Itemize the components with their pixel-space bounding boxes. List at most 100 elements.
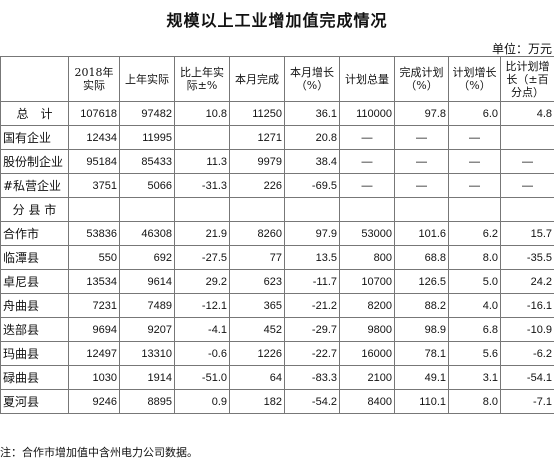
table-cell: 692 (119, 245, 175, 270)
table-cell: 46308 (119, 221, 175, 246)
table-cell: 1226 (229, 341, 285, 366)
table-cell: 12497 (68, 341, 120, 366)
table-cell: 550 (68, 245, 120, 270)
table-cell: 88.2 (394, 293, 449, 318)
table-cell: 95184 (68, 149, 120, 174)
table-cell: -21.2 (284, 293, 340, 318)
table-cell: -27.5 (174, 245, 230, 270)
table-cell: -12.1 (174, 293, 230, 318)
table-cell: 98.9 (394, 317, 449, 342)
table-cell: 7231 (68, 293, 120, 318)
row-label: 玛曲县 (0, 341, 69, 366)
table-row: 临潭县 550 692 -27.5 77 13.5 800 68.8 8.0 -35.5 (0, 245, 554, 270)
table-cell: 24.2 (500, 269, 554, 294)
table-cell: -16.1 (500, 293, 554, 318)
table-cell: 11250 (229, 101, 285, 126)
table-cell: 13534 (68, 269, 120, 294)
table-cell: 110000 (339, 101, 395, 126)
row-label: 总 计 (0, 101, 69, 126)
column-header: 2018年实际 (68, 56, 120, 102)
table-cell: 97.9 (284, 221, 340, 246)
row-label: 国有企业 (0, 125, 69, 150)
table-row: 卓尼县 13534 9614 29.2 623 -11.7 10700 126.5 5.0 24.… (0, 269, 554, 294)
table-row: 合作市 53836 46308 21.9 8260 97.9 53000 101.6 6.2 15… (0, 221, 554, 246)
table-cell: 110.1 (394, 389, 449, 414)
table-row: 夏河县 9246 8895 0.9 182 -54.2 8400 110.1 8.0 -7.1 (0, 389, 554, 414)
table-cell (500, 197, 554, 222)
table-cell: 9614 (119, 269, 175, 294)
table-cell: — (448, 149, 501, 174)
table-cell: — (500, 173, 554, 198)
row-label: 碌曲县 (0, 365, 69, 390)
table-cell: 182 (229, 389, 285, 414)
table-cell: -6.2 (500, 341, 554, 366)
table-cell: -0.6 (174, 341, 230, 366)
table-cell: -83.3 (284, 365, 340, 390)
table-cell: 68.8 (394, 245, 449, 270)
table-cell: 78.1 (394, 341, 449, 366)
table-cell: 13310 (119, 341, 175, 366)
row-label: 卓尼县 (0, 269, 69, 294)
table-cell: 21.9 (174, 221, 230, 246)
table-cell: 107618 (68, 101, 120, 126)
table-cell: 8895 (119, 389, 175, 414)
table-cell: 9800 (339, 317, 395, 342)
table-cell (68, 197, 120, 222)
table-cell: 101.6 (394, 221, 449, 246)
table-cell: 5.0 (448, 269, 501, 294)
table-cell: -54.1 (500, 365, 554, 390)
column-header: 比计划增长（±百分点） (500, 56, 554, 102)
table-cell: 53000 (339, 221, 395, 246)
table-cell: 5.6 (448, 341, 501, 366)
table-row: 分 县 市 (0, 197, 554, 222)
table-cell: 3751 (68, 173, 120, 198)
table-cell: 64 (229, 365, 285, 390)
table-cell: 8400 (339, 389, 395, 414)
page-title: 规模以上工业增加值完成情况 (166, 11, 388, 30)
table-cell: -10.9 (500, 317, 554, 342)
table-cell: — (394, 125, 449, 150)
table-cell (394, 197, 449, 222)
column-header (0, 56, 69, 102)
table-cell: 452 (229, 317, 285, 342)
table-cell: 4.0 (448, 293, 501, 318)
table-cell: -31.3 (174, 173, 230, 198)
column-header: 比上年实际±% (174, 56, 230, 102)
table-cell: 11995 (119, 125, 175, 150)
table-cell: 77 (229, 245, 285, 270)
table-cell: 29.2 (174, 269, 230, 294)
table-cell: 8200 (339, 293, 395, 318)
table-cell: — (339, 173, 395, 198)
table-cell: 9979 (229, 149, 285, 174)
table-cell: 0.9 (174, 389, 230, 414)
table-cell: 13.5 (284, 245, 340, 270)
table-cell: 2100 (339, 365, 395, 390)
table-cell: 800 (339, 245, 395, 270)
table-row: 股份制企业 95184 85433 11.3 9979 38.4— — — — (0, 149, 554, 174)
table-cell: 10.8 (174, 101, 230, 126)
table-cell: -4.1 (174, 317, 230, 342)
table-cell: 1914 (119, 365, 175, 390)
table-cell: — (394, 149, 449, 174)
table-cell: -51.0 (174, 365, 230, 390)
table-cell: 3.1 (448, 365, 501, 390)
table-cell (229, 197, 285, 222)
table-cell: 1271 (229, 125, 285, 150)
table-cell: -54.2 (284, 389, 340, 414)
table-cell: — (448, 173, 501, 198)
table-cell: 97.8 (394, 101, 449, 126)
table-cell: -7.1 (500, 389, 554, 414)
row-label: #私营企业 (0, 173, 69, 198)
table-row: 迭部县 9694 9207 -4.1 452 -29.7 9800 98.9 6.8 -10.9 (0, 317, 554, 342)
table-cell (174, 197, 230, 222)
table-cell: 85433 (119, 149, 175, 174)
table-cell: 6.2 (448, 221, 501, 246)
table-cell: 4.8 (500, 101, 554, 126)
row-label: 分 县 市 (0, 197, 69, 222)
table-cell: 36.1 (284, 101, 340, 126)
column-header: 本月增长（%） (284, 56, 340, 102)
table-cell (500, 125, 554, 150)
table-cell: 126.5 (394, 269, 449, 294)
table-row: 舟曲县 7231 7489 -12.1 365 -21.2 8200 88.2 4.0 -16.1 (0, 293, 554, 318)
column-header: 完成计划（%） (394, 56, 449, 102)
